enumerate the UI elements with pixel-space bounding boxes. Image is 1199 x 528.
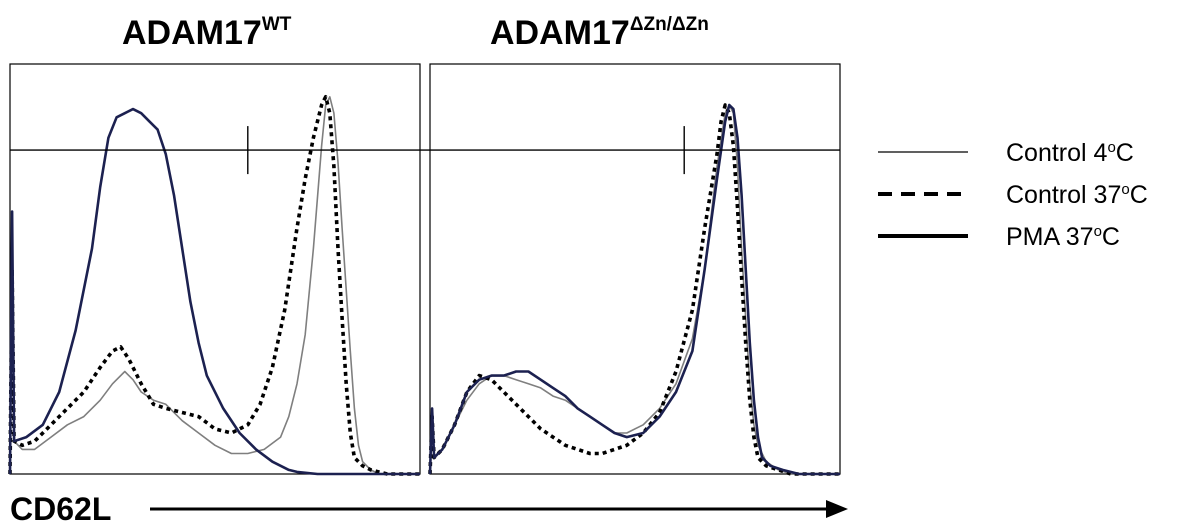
panel-2-frame: [429, 63, 841, 475]
legend-label-control-37c: Control 37oC: [1006, 181, 1148, 209]
panel-2-series-control-4c: [429, 104, 840, 475]
legend-control-4c-end: C: [1116, 139, 1134, 167]
panel-1-series-pma-37c: [8, 107, 420, 476]
legend-control-4c-main: Control 4: [1006, 139, 1108, 167]
x-axis-arrow-head: [826, 500, 848, 518]
panel-2-series-pma-37c: [428, 103, 840, 476]
legend-control-37c-main: Control 37: [1006, 181, 1121, 209]
panel-1-title-sup: WT: [262, 14, 292, 35]
legend: Control 4oC Control 37oC PMA 37oC: [878, 139, 1148, 251]
panel-1-plot: [8, 95, 420, 476]
panel-2-plot: [428, 103, 840, 476]
legend-control-4c-sup: o: [1107, 139, 1115, 156]
panel-1-title: ADAM17WT: [122, 14, 292, 52]
panel-1-title-main: ADAM17: [122, 14, 262, 52]
panel-2-series-control-37c: [428, 103, 840, 476]
panel-2-title: ADAM17ΔZn/ΔZn: [490, 14, 709, 52]
x-axis-label: CD62L: [10, 491, 111, 527]
panel-1-series-control-37c: [8, 95, 420, 476]
legend-label-pma-37c: PMA 37oC: [1006, 223, 1120, 251]
legend-pma-37c-end: C: [1102, 223, 1120, 251]
panel-1-series-control-4c: [9, 96, 420, 475]
panel-2-title-sup: ΔZn/ΔZn: [630, 14, 709, 35]
legend-control-37c-sup: o: [1121, 181, 1129, 198]
legend-label-control-4c: Control 4oC: [1006, 139, 1134, 167]
legend-control-37c-end: C: [1130, 181, 1148, 209]
legend-pma-37c-main: PMA 37: [1006, 223, 1094, 251]
legend-pma-37c-sup: o: [1094, 223, 1102, 240]
panel-2-title-main: ADAM17: [490, 14, 630, 52]
panel-1-frame: [9, 63, 421, 475]
